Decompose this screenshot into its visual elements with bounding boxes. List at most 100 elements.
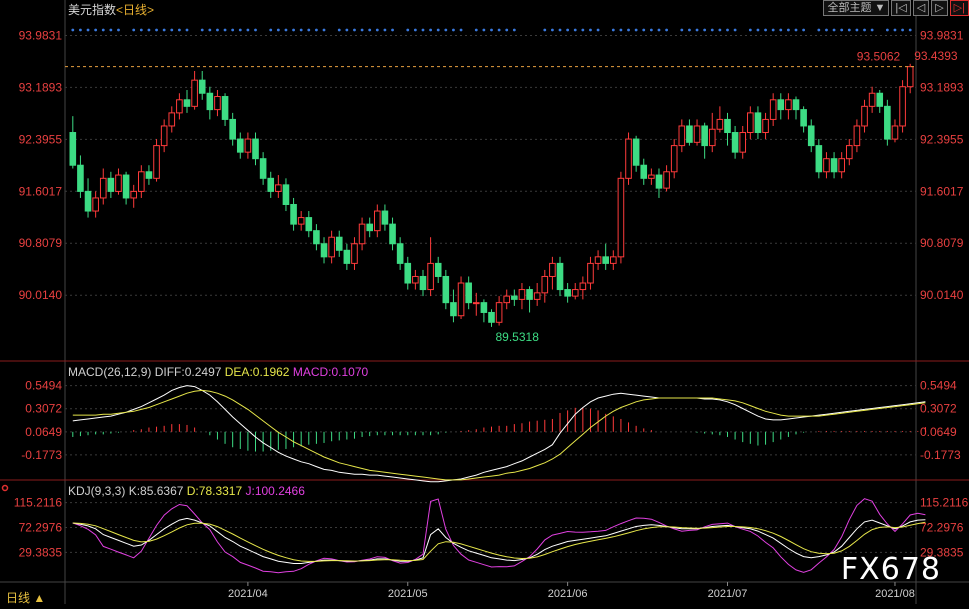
signal-dot xyxy=(238,28,242,32)
macd-diff-value: DIFF:0.2497 xyxy=(154,365,222,379)
candle-body xyxy=(845,145,853,160)
candle-body xyxy=(153,145,160,179)
signal-dot xyxy=(642,28,646,32)
panel-marker-icon xyxy=(1,484,9,492)
toolbar: 全部主题 ▼ |◁ ◁ ▷ ▷| xyxy=(823,0,969,16)
signal-dot xyxy=(680,28,684,32)
theme-dropdown[interactable]: 全部主题 ▼ xyxy=(823,0,890,16)
macd-tick-label: 0.3072 xyxy=(920,402,957,416)
signal-dot xyxy=(695,28,699,32)
candle-body xyxy=(648,174,655,179)
signal-dot xyxy=(276,28,280,32)
signal-dot xyxy=(79,28,82,32)
signal-dot xyxy=(216,28,219,32)
signal-dot xyxy=(748,28,752,32)
candle-body xyxy=(511,295,518,300)
period-toggle[interactable]: 日线 ▲ xyxy=(6,591,46,605)
candle-body xyxy=(176,99,183,114)
signal-dot xyxy=(558,28,562,32)
signal-dot xyxy=(71,28,75,32)
candle-body xyxy=(229,118,236,140)
signal-dot xyxy=(764,28,767,32)
macd-dea-line xyxy=(72,389,926,481)
candle-body xyxy=(252,138,259,160)
candle-body xyxy=(655,174,663,189)
kdj-d-value: D:78.3317 xyxy=(186,484,243,498)
candle-body xyxy=(853,125,861,147)
signal-dot xyxy=(429,28,432,32)
candle-body xyxy=(351,243,358,264)
signal-dot xyxy=(825,28,828,32)
price-tick-label: 93.1893 xyxy=(19,80,63,94)
candle-body xyxy=(777,99,785,111)
signal-dot xyxy=(794,28,798,32)
signal-dot xyxy=(299,28,303,32)
price-tick-label: 90.8079 xyxy=(920,236,964,250)
watermark: FX678 xyxy=(840,552,941,587)
signal-dot xyxy=(497,28,501,32)
signal-dot xyxy=(383,28,387,32)
signal-dot xyxy=(863,28,866,32)
candle-body xyxy=(320,243,328,258)
period-selector[interactable]: <日线> xyxy=(116,3,155,17)
candle-body xyxy=(868,92,876,107)
candle-body xyxy=(168,112,176,127)
time-axis-label: 2021/05 xyxy=(388,588,428,600)
candle-body xyxy=(884,105,891,140)
signal-dot xyxy=(482,28,486,32)
signal-dot xyxy=(436,28,440,32)
signal-dot xyxy=(269,28,273,32)
candle-body xyxy=(701,125,708,147)
candle-body xyxy=(686,125,693,143)
signal-dot xyxy=(208,28,212,32)
signal-dot xyxy=(170,28,174,32)
candle-body xyxy=(617,177,625,258)
kdj-tick-label: 29.3835 xyxy=(19,545,63,559)
candle-body xyxy=(297,217,305,225)
time-axis-label: 2021/04 xyxy=(228,588,268,600)
candle-body xyxy=(876,92,884,107)
last-page-icon[interactable]: ▷| xyxy=(949,0,969,16)
signal-dot xyxy=(444,28,448,32)
signal-dot xyxy=(368,28,372,32)
time-axis-label: 2021/06 xyxy=(548,588,588,600)
signal-dot xyxy=(718,28,722,32)
signal-dot xyxy=(353,28,356,32)
candle-body xyxy=(602,256,609,264)
candle-body xyxy=(343,249,351,264)
candle-body xyxy=(754,112,762,134)
signal-dot xyxy=(315,28,318,32)
candle-body xyxy=(640,164,648,179)
candle-body xyxy=(556,262,564,291)
signal-dot xyxy=(733,28,737,32)
candle-body xyxy=(358,223,366,245)
signal-dot xyxy=(223,28,227,32)
macd-tick-label: 0.3072 xyxy=(25,402,62,416)
price-tick-label: 90.0140 xyxy=(920,288,964,302)
next-page-icon[interactable]: ▷ xyxy=(931,0,948,16)
signal-dot xyxy=(726,28,729,32)
signal-dot xyxy=(657,28,661,32)
candle-body xyxy=(259,158,267,179)
candle-body xyxy=(221,96,229,120)
candle-body xyxy=(130,190,138,199)
signal-dot xyxy=(109,28,113,32)
prev-page-icon[interactable]: ◁ xyxy=(912,0,930,16)
candle-body xyxy=(739,132,747,153)
signal-dot xyxy=(139,28,143,32)
candle-body xyxy=(769,99,777,120)
candle-body xyxy=(609,256,617,264)
candle-body xyxy=(472,302,480,305)
candle-body xyxy=(480,302,488,313)
candle-body xyxy=(457,282,465,317)
candle-body xyxy=(138,171,145,192)
candle-body xyxy=(396,243,404,264)
symbol-name: 美元指数 xyxy=(68,3,117,17)
candle-body xyxy=(450,302,457,317)
candle-body xyxy=(731,132,739,153)
time-axis-label: 2021/07 xyxy=(708,588,748,600)
signal-dot xyxy=(665,28,668,32)
first-page-icon[interactable]: |◁ xyxy=(891,0,911,16)
macd-tick-label: 0.0649 xyxy=(25,425,62,439)
